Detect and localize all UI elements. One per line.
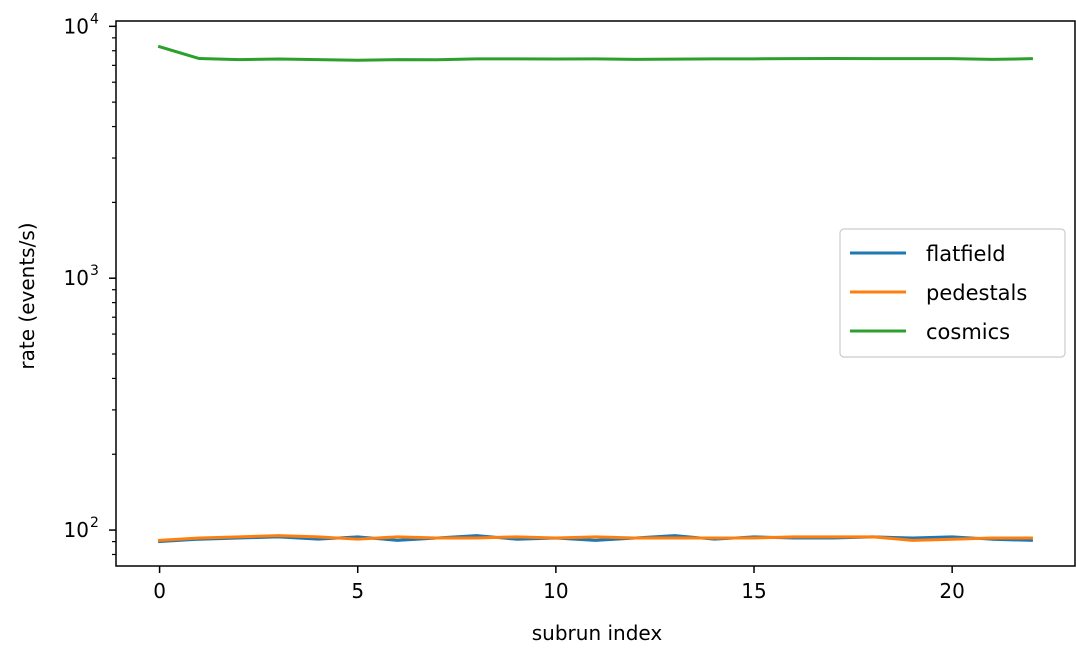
x-tick-label: 0: [153, 579, 166, 603]
y-tick-label: 10: [64, 14, 89, 38]
legend-label-pedestals: pedestals: [926, 281, 1027, 305]
y-axis-label: rate (events/s): [15, 222, 39, 369]
y-tick-exponent: 3: [90, 263, 99, 279]
legend: flatfield pedestals cosmics: [839, 228, 1066, 358]
x-tick-label: 5: [351, 579, 364, 603]
x-tick-label: 15: [741, 579, 766, 603]
legend-label-cosmics: cosmics: [926, 320, 1010, 344]
series-line-cosmics: [157, 44, 1033, 62]
y-tick-exponent: 4: [90, 11, 99, 27]
plot-frame: [115, 20, 1076, 567]
y-tick-exponent: 2: [90, 515, 99, 531]
legend-frame: [839, 228, 1066, 358]
x-tick-label: 20: [939, 579, 964, 603]
legend-label-flatfield: flatfield: [926, 242, 1006, 266]
x-axis: 0 5 10 15 20: [153, 566, 965, 603]
y-tick-label: 10: [64, 266, 89, 290]
series-line-pedestals: [158, 534, 1033, 542]
x-tick-label: 10: [543, 579, 568, 603]
x-axis-label: subrun index: [532, 621, 663, 645]
y-tick-label: 10: [64, 518, 89, 542]
series-group: [157, 44, 1033, 544]
